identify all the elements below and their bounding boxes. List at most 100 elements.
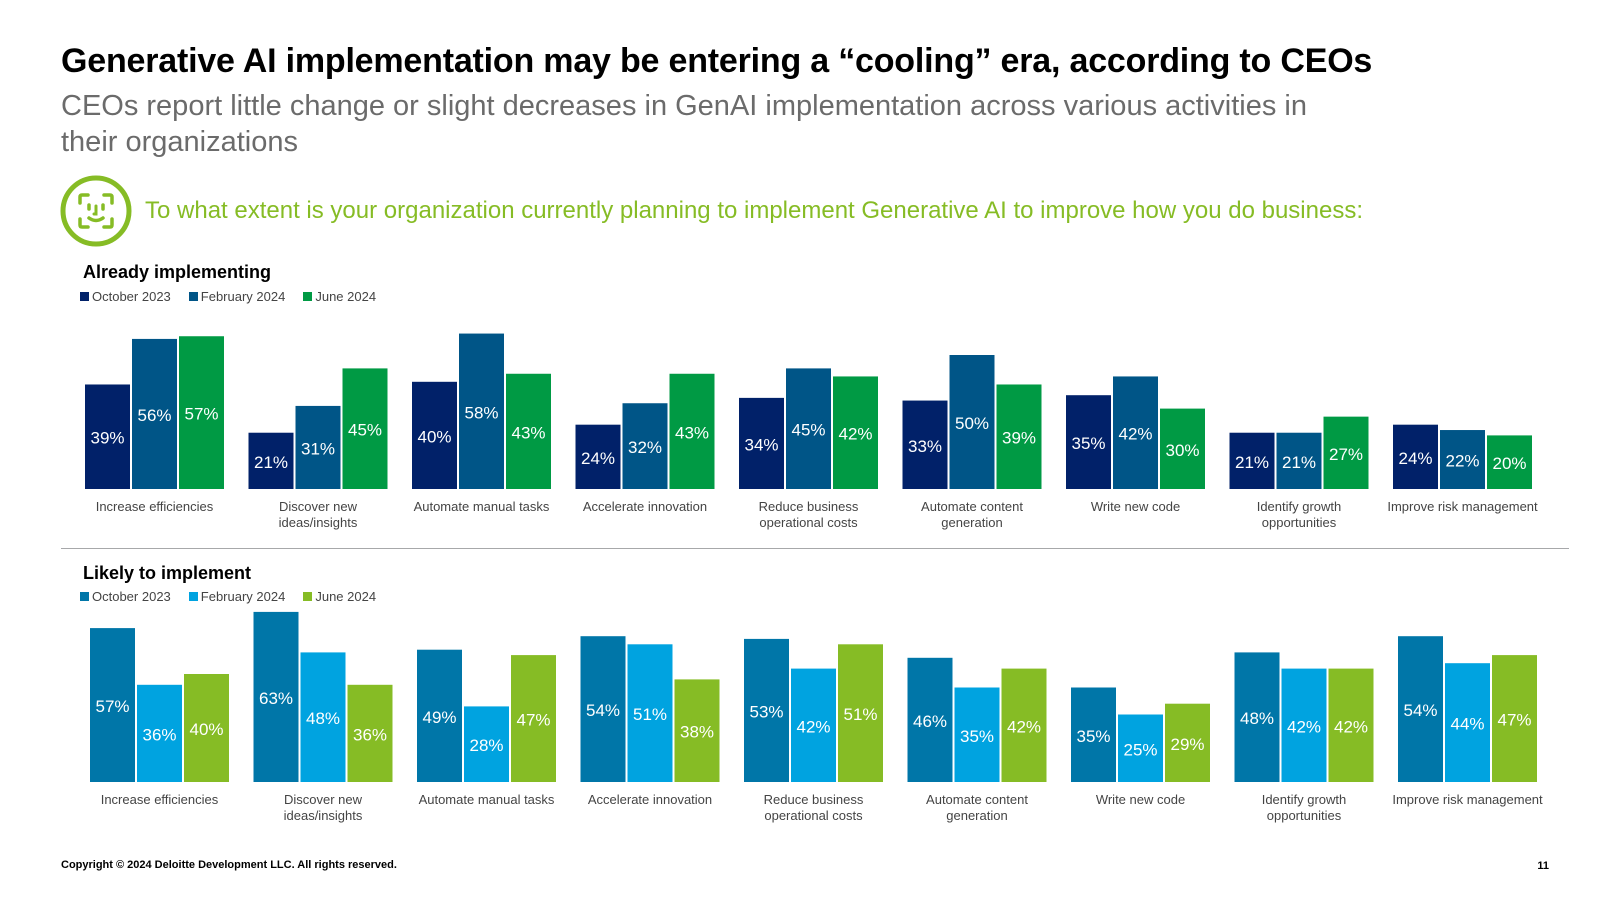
data-label: 45% [791,421,825,440]
category-label: Automate content [921,499,1023,514]
data-label: 35% [1071,434,1105,453]
legend-label: February 2024 [200,589,286,604]
data-label: 45% [348,421,382,440]
bar [627,644,673,782]
data-label: 38% [680,723,714,742]
legend-item: June 2024 [303,589,376,604]
category-label: Discover new [279,499,358,514]
data-label: 42% [1007,717,1041,736]
category-label: generation [941,515,1002,530]
data-label: 63% [259,689,293,708]
legend-already-implementing: October 2023 February 2024 June 2024 [80,289,376,304]
bar [412,381,457,489]
category-label: Automate manual tasks [414,499,550,514]
category-label: Write new code [1091,499,1180,514]
data-label: 47% [516,711,550,730]
bar [1118,714,1163,782]
bar [347,684,393,782]
bar [1066,395,1111,489]
bar [179,336,224,489]
bar [1276,432,1322,489]
bar [575,424,621,489]
data-label: 40% [189,720,223,739]
bar [674,679,720,782]
category-label: operational costs [764,808,863,823]
data-label: 22% [1445,452,1479,471]
bar [1440,430,1485,489]
bar-chart-already-implementing: 39% 56% 57% Increase efficiencies 21% 31% 45% D… [85,333,1538,530]
bar [996,384,1042,489]
data-label: 47% [1497,711,1531,730]
legend-swatch [188,592,198,601]
category-label: Identify growth [1257,499,1342,514]
bar [511,655,556,782]
category-label: Improve risk management [1387,499,1538,514]
bar [1393,424,1438,489]
legend-item: February 2024 [188,289,285,304]
page-title: Generative AI implementation may be ente… [61,42,1373,80]
bar [622,403,668,489]
data-label: 24% [581,449,615,468]
bar [459,333,504,489]
legend-swatch [188,292,198,301]
bar [1398,636,1443,782]
category-label: Improve risk management [1392,792,1543,807]
bar [1001,668,1047,782]
bar [300,652,346,782]
data-label: 48% [1240,709,1274,728]
data-label: 57% [95,697,129,716]
data-label: 42% [1118,425,1152,444]
bar [580,636,626,782]
bar [949,355,995,489]
category-label: Identify growth [1262,792,1347,807]
bar [1071,687,1116,782]
data-label: 54% [586,701,620,720]
category-label: Reduce business [759,499,859,514]
bar [464,706,509,782]
bar-chart-likely-to-implement: 57% 36% 40% Increase efficiencies 63% 48% 36% D… [90,611,1543,823]
face-scan-icon [60,175,132,247]
bar [1229,432,1275,489]
bar [417,649,462,782]
legend-label: June 2024 [315,289,377,304]
category-label: opportunities [1267,808,1342,823]
data-label: 35% [960,727,994,746]
bar [791,668,836,782]
chart-title-likely-to-implement: Likely to implement [83,563,252,583]
bar [786,368,831,489]
bar [85,384,130,489]
category-label: Increase efficiencies [101,792,219,807]
bar [902,400,948,489]
category-label: Automate content [926,792,1028,807]
data-label: 56% [137,406,171,425]
legend-item: October 2023 [80,589,171,604]
data-label: 51% [633,705,667,724]
chart-title-already-implementing: Already implementing [83,262,272,282]
data-label: 36% [142,725,176,744]
data-label: 29% [1170,735,1204,754]
bar [342,368,388,489]
data-label: 31% [301,439,335,458]
data-label: 27% [1329,445,1363,464]
category-label: ideas/insights [279,515,358,530]
data-label: 40% [417,427,451,446]
bar [1323,416,1369,489]
category-label: Discover new [284,792,363,807]
data-label: 42% [1287,717,1321,736]
bar [744,638,789,782]
data-label: 57% [184,405,218,424]
bar [1281,668,1327,782]
bar [833,376,878,489]
bar [1328,668,1374,782]
bar [907,657,953,782]
bar [1165,703,1210,782]
data-label: 50% [955,414,989,433]
legend-item: February 2024 [188,589,286,604]
category-label: ideas/insights [284,808,363,823]
data-label: 33% [908,437,942,456]
copyright-notice: Copyright © 2024 Deloitte Development LL… [61,859,397,871]
category-label: Reduce business [764,792,864,807]
bar [184,674,229,782]
bar [954,687,1000,782]
bar [253,611,299,782]
